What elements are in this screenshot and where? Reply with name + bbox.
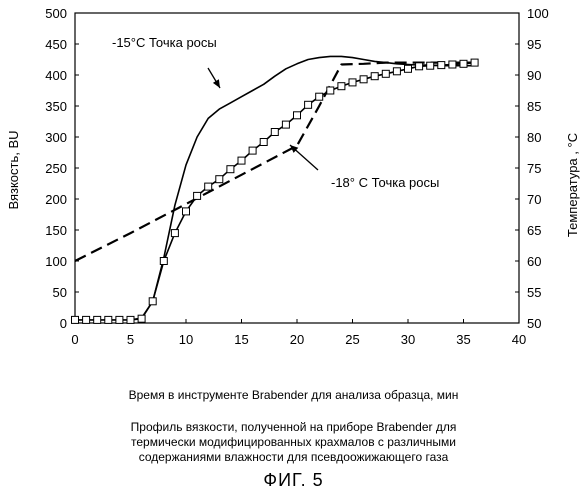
y2-tick-label: 55 bbox=[527, 285, 541, 300]
y-tick-label: 500 bbox=[45, 6, 67, 21]
annotation-label-2: -18° C Точка росы bbox=[331, 175, 439, 190]
x-tick-label: 35 bbox=[456, 332, 470, 347]
y2-axis-title: Температура , °C bbox=[565, 133, 580, 237]
figure-label: ФИГ. 5 bbox=[0, 470, 587, 491]
series-2-marker bbox=[460, 60, 467, 67]
series-2-marker bbox=[260, 139, 267, 146]
series-2-marker bbox=[216, 176, 223, 183]
series-2-marker bbox=[393, 68, 400, 75]
series-2-marker bbox=[438, 62, 445, 69]
series-2-marker bbox=[105, 316, 112, 323]
series-2-marker bbox=[382, 70, 389, 77]
series-2-marker bbox=[227, 166, 234, 173]
series-2-marker bbox=[327, 87, 334, 94]
series-2-marker bbox=[116, 316, 123, 323]
y2-tick-label: 95 bbox=[527, 37, 541, 52]
series-2-marker bbox=[294, 112, 301, 119]
x-tick-label: 40 bbox=[512, 332, 526, 347]
x-tick-label: 25 bbox=[345, 332, 359, 347]
series-1-line bbox=[75, 63, 475, 261]
series-2-marker bbox=[316, 93, 323, 100]
y2-tick-label: 85 bbox=[527, 99, 541, 114]
series-2-marker bbox=[205, 183, 212, 190]
series-2-marker bbox=[194, 192, 201, 199]
series-2-marker bbox=[160, 258, 167, 265]
series-2-line bbox=[75, 63, 475, 320]
series-2-marker bbox=[238, 157, 245, 164]
series-2-marker bbox=[449, 61, 456, 68]
caption-line-2: термически модифицированных крахмалов с … bbox=[0, 435, 587, 450]
y2-tick-label: 80 bbox=[527, 130, 541, 145]
series-2-marker bbox=[360, 76, 367, 83]
series-2-marker bbox=[249, 147, 256, 154]
annotation-label-1: -15°C Точка росы bbox=[112, 35, 217, 50]
y-tick-label: 450 bbox=[45, 37, 67, 52]
y2-axis-ticks: 50 55 60 65 70 75 80 85 90 95 100 bbox=[515, 6, 549, 331]
annotation-arrowhead-1 bbox=[213, 79, 220, 88]
y-tick-label: 200 bbox=[45, 192, 67, 207]
series-2-marker bbox=[127, 316, 134, 323]
x-tick-label: 20 bbox=[290, 332, 304, 347]
y-tick-label: 400 bbox=[45, 68, 67, 83]
series-2-marker bbox=[427, 62, 434, 69]
y-tick-label: 250 bbox=[45, 161, 67, 176]
plot-border bbox=[75, 13, 519, 323]
series-2-marker bbox=[72, 316, 79, 323]
y2-tick-label: 60 bbox=[527, 254, 541, 269]
y-tick-label: 300 bbox=[45, 130, 67, 145]
y2-tick-label: 100 bbox=[527, 6, 549, 21]
y-tick-label: 100 bbox=[45, 254, 67, 269]
series-2-marker bbox=[305, 101, 312, 108]
y-tick-label: 150 bbox=[45, 223, 67, 238]
y-axis-title: Вязкость, BU bbox=[6, 130, 21, 209]
x-tick-label: 15 bbox=[234, 332, 248, 347]
series-2-marker bbox=[471, 59, 478, 66]
series-2-marker bbox=[349, 79, 356, 86]
series-2-marker bbox=[83, 316, 90, 323]
series-2-marker bbox=[338, 83, 345, 90]
x-tick-label: 10 bbox=[179, 332, 193, 347]
series-2-marker bbox=[171, 230, 178, 237]
series-2-marker bbox=[149, 298, 156, 305]
series-2-marker bbox=[371, 73, 378, 80]
series-2-marker bbox=[416, 63, 423, 70]
y-tick-label: 350 bbox=[45, 99, 67, 114]
caption-line-1: Профиль вязкости, полученной на приборе … bbox=[0, 420, 587, 435]
x-tick-label: 5 bbox=[127, 332, 134, 347]
caption-line-3: содержаниями влажности для псевдоожижающ… bbox=[0, 450, 587, 465]
series-2-marker bbox=[94, 316, 101, 323]
y2-tick-label: 50 bbox=[527, 316, 541, 331]
annotations-group: -15°C Точка росы -18° C Точка росы bbox=[112, 35, 439, 190]
series-2-marker bbox=[138, 315, 145, 322]
y-tick-label: 50 bbox=[53, 285, 67, 300]
x-tick-label: 0 bbox=[71, 332, 78, 347]
y-tick-label: 0 bbox=[60, 316, 67, 331]
y2-tick-label: 65 bbox=[527, 223, 541, 238]
x-tick-label: 30 bbox=[401, 332, 415, 347]
series-2-marker bbox=[282, 121, 289, 128]
series-2-marker bbox=[183, 208, 190, 215]
x-axis-title: Время в инструменте Brabender для анализ… bbox=[0, 388, 587, 403]
y2-tick-label: 70 bbox=[527, 192, 541, 207]
series-2-marker bbox=[405, 65, 412, 72]
y-axis-ticks: 0 50 100 150 200 250 300 350 400 450 500 bbox=[45, 6, 79, 331]
plot-frame bbox=[75, 13, 519, 323]
y2-tick-label: 75 bbox=[527, 161, 541, 176]
series-2-marker bbox=[271, 129, 278, 136]
y2-tick-label: 90 bbox=[527, 68, 541, 83]
